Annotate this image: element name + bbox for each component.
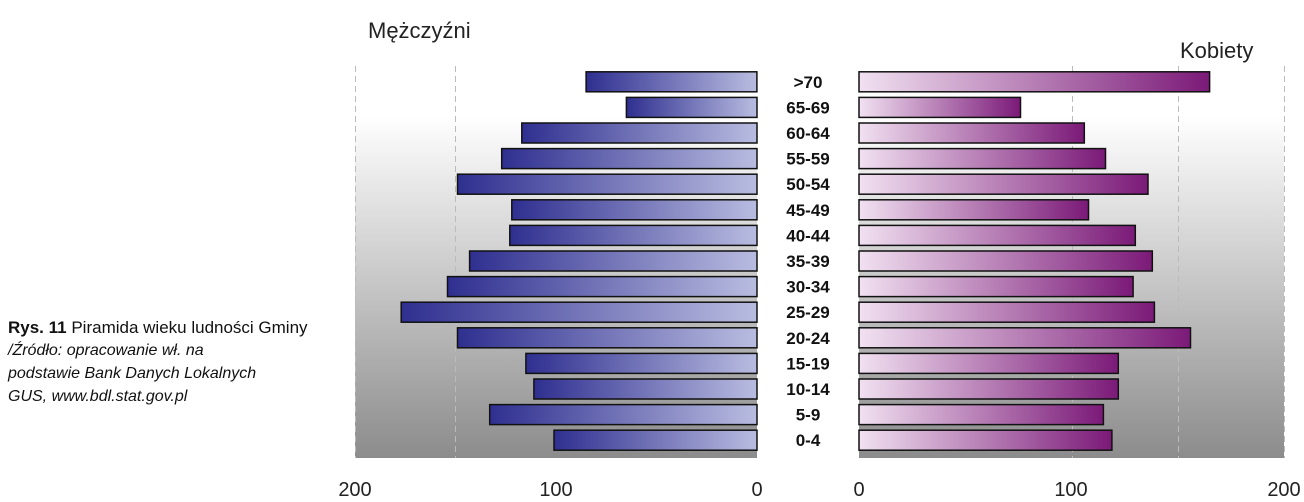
male-bar-over-70	[585, 71, 758, 93]
female-bar-45-49	[858, 199, 1090, 221]
male-axis: 200 100 0	[338, 479, 762, 501]
age-label-10-14: 10-14	[786, 380, 830, 399]
source-line-3: GUS, www.bdl.stat.gov.pl	[8, 388, 188, 405]
female-bar-over-70	[858, 71, 1211, 93]
female-panel	[858, 66, 1285, 458]
age-label-45-49: 45-49	[786, 201, 829, 220]
female-bar-25-29	[858, 301, 1156, 323]
figure-label: Rys. 11	[8, 318, 67, 337]
female-bar-55-59	[858, 147, 1107, 170]
male-bar-5-9	[488, 403, 758, 426]
male-panel	[355, 66, 758, 458]
female-bar-15-19	[858, 352, 1120, 375]
male-bar-30-34	[446, 275, 758, 298]
female-bar-50-54	[858, 173, 1149, 195]
female-bar-30-34	[858, 275, 1134, 298]
male-bar-40-44	[509, 224, 758, 247]
male-bar-45-49	[511, 199, 758, 221]
age-label-25-29: 25-29	[786, 303, 829, 322]
female-tick-200: 200	[1267, 479, 1300, 501]
figure-title: Piramida wieku ludności Gminy	[71, 318, 308, 337]
male-series-label: Mężczyźni	[368, 18, 471, 43]
male-bar-15-19	[525, 352, 758, 375]
age-label-50-54: 50-54	[786, 175, 830, 194]
age-label-40-44: 40-44	[786, 226, 830, 245]
figure-caption: Rys. 11 Piramida wieku ludności Gminy /Ź…	[8, 316, 353, 408]
age-label-30-34: 30-34	[786, 278, 830, 297]
male-tick-0: 0	[751, 479, 762, 501]
female-bar-5-9	[858, 403, 1105, 426]
female-bar-20-24	[858, 327, 1192, 349]
male-bar-60-64	[521, 122, 758, 144]
female-bar-0-4	[858, 429, 1113, 451]
male-bar-65-69	[625, 96, 758, 119]
female-bar-60-64	[858, 122, 1086, 144]
age-label-60-64: 60-64	[786, 124, 830, 143]
age-label-55-59: 55-59	[786, 150, 829, 169]
male-bar-35-39	[468, 250, 758, 272]
male-tick-100: 100	[539, 479, 572, 501]
male-bar-0-4	[553, 429, 758, 451]
age-label-5-9: 5-9	[796, 406, 821, 425]
age-label-35-39: 35-39	[786, 252, 829, 271]
female-bar-10-14	[858, 378, 1120, 400]
age-label-20-24: 20-24	[786, 329, 830, 348]
age-label-0-4: 0-4	[796, 431, 821, 450]
female-bar-35-39	[858, 250, 1154, 272]
male-tick-200: 200	[338, 479, 371, 501]
female-axis: 0 100 200	[853, 479, 1300, 501]
age-label-65-69: 65-69	[786, 98, 829, 117]
age-label-over-70: >70	[794, 73, 823, 92]
age-group-labels: >70 65-69 60-64 55-59 50-54 45-49 40-44 35-39 30…	[786, 73, 830, 450]
female-tick-0: 0	[853, 479, 864, 501]
male-bar-50-54	[456, 173, 758, 195]
male-bar-25-29	[400, 301, 758, 323]
female-series-label: Kobiety	[1180, 38, 1254, 63]
male-bar-55-59	[500, 147, 758, 170]
age-label-15-19: 15-19	[786, 354, 829, 373]
male-bar-20-24	[456, 327, 758, 349]
female-bar-40-44	[858, 224, 1137, 247]
male-bar-10-14	[533, 378, 758, 400]
source-line-2: podstawie Bank Danych Lokalnych	[8, 365, 257, 382]
source-line-1: /Źródło: opracowanie wł. na	[8, 342, 204, 359]
female-bar-65-69	[858, 96, 1022, 119]
female-tick-100: 100	[1054, 479, 1087, 501]
